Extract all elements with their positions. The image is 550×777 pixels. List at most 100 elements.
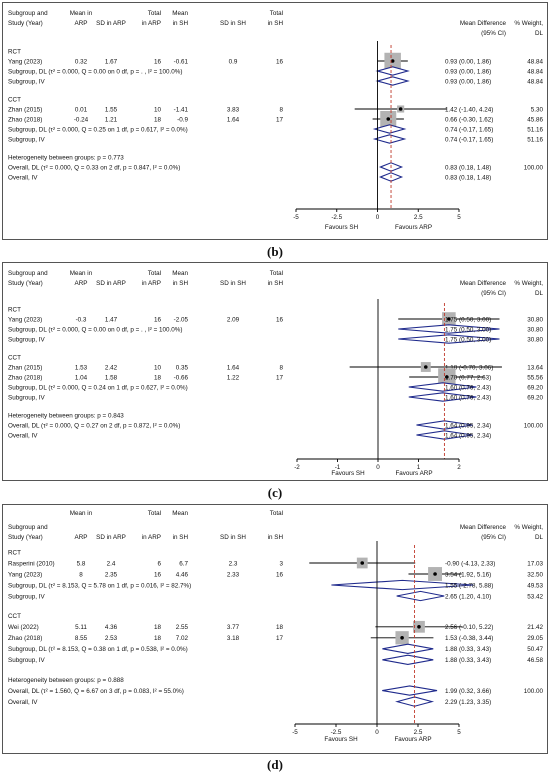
header-cell: SD in SH: [220, 534, 246, 541]
stat-cell: 1.47: [105, 316, 118, 323]
weight-value: 30.80: [527, 336, 543, 343]
study-label: Wei (2022): [8, 624, 39, 631]
subgroup-heading: RCT: [8, 306, 21, 313]
stat-cell: 1.21: [105, 116, 118, 123]
pooled-label: Overall, DL (τ² = 0.000, Q = 0.27 on 2 d…: [8, 422, 180, 429]
header-cell: SD in ARP: [96, 534, 126, 541]
study-label: Zhao (2018): [8, 635, 42, 642]
study-label: Zhan (2015): [8, 364, 42, 371]
header-cell: ARP: [75, 280, 88, 287]
stat-cell: 2.33: [227, 571, 240, 578]
pooled-label: Overall, IV: [8, 432, 38, 439]
stat-cell: 16: [276, 316, 284, 323]
header-cell: Subgroup and: [8, 524, 48, 531]
header-cell: SD in ARP: [96, 280, 126, 287]
header-cell: Study (Year): [8, 280, 43, 287]
stat-cell: 8: [279, 364, 283, 371]
header-cell: (95% CI): [481, 30, 506, 37]
pooled-label: Subgroup, IV: [8, 336, 46, 343]
ci-value: 3.54 (1.92, 5.16): [445, 571, 491, 578]
forest-plot-b: Subgroup and Mean in Total Mean Total Study (…: [8, 10, 544, 231]
x-tick-label: -5: [293, 214, 299, 221]
stat-cell: 1.64: [227, 116, 240, 123]
stat-cell: -0.9: [177, 116, 188, 123]
stat-cell: 0.32: [75, 58, 88, 65]
stat-cell: 10: [154, 364, 162, 371]
stat-cell: 2.09: [227, 316, 240, 323]
x-tick-label: 1: [417, 464, 421, 471]
ci-value: 1.64 (0.95, 2.34): [445, 422, 491, 429]
ci-value: 0.66 (-0.30, 1.62): [445, 116, 493, 123]
pooled-diamond: [382, 643, 434, 654]
panel-caption-b: (b): [267, 244, 283, 259]
ci-value: 0.93 (0.00, 1.86): [445, 68, 491, 75]
header-cell: Mean: [172, 10, 188, 17]
stat-cell: 3.18: [227, 635, 240, 642]
ci-value: 2.29 (1.23, 3.35): [445, 699, 491, 706]
weight-value: 21.42: [527, 624, 543, 631]
favours-left-label: Favours SH: [325, 224, 359, 231]
stat-cell: 3: [279, 560, 283, 567]
header-cell: Subgroup and: [8, 270, 48, 277]
ci-value: 0.83 (0.18, 1.48): [445, 164, 491, 171]
ci-value: 1.60 (0.76, 2.43): [445, 384, 491, 391]
header-cell: Mean Difference: [460, 20, 507, 27]
weight-value: 30.80: [527, 326, 543, 333]
pooled-label: Subgroup, DL (τ² = 0.000, Q = 0.00 on 0 …: [8, 68, 182, 75]
x-tick-label: 2.5: [414, 214, 423, 221]
header-cell: SD in ARP: [96, 20, 126, 27]
stat-cell: 18: [276, 624, 284, 631]
study-label: Zhao (2018): [8, 116, 42, 123]
stat-cell: 16: [154, 316, 162, 323]
header-cell: Total: [148, 270, 161, 277]
ci-value: 0.93 (0.00, 1.86): [445, 58, 491, 65]
header-cell: % Weight,: [514, 280, 543, 287]
header-cell: Total: [270, 510, 283, 517]
weight-value: 49.53: [527, 582, 543, 589]
favours-left-label: Favours SH: [331, 470, 365, 477]
stat-cell: 0.9: [229, 58, 238, 65]
header-cell: in SH: [173, 534, 189, 541]
header-cell: Total: [270, 10, 283, 17]
stat-cell: 2.35: [105, 571, 118, 578]
header-cell: SD in SH: [220, 20, 246, 27]
pooled-label: Subgroup, IV: [8, 78, 46, 85]
weight-value: 69.20: [527, 394, 543, 401]
stat-cell: 8.55: [75, 635, 88, 642]
weight-value: 48.84: [527, 78, 543, 85]
stat-cell: 2.55: [176, 624, 189, 631]
header-cell: ARP: [75, 534, 88, 541]
header-cell: ARP: [75, 20, 88, 27]
study-label: Yang (2023): [8, 58, 42, 65]
stat-cell: 17: [276, 635, 284, 642]
stat-cell: -0.61: [174, 58, 189, 65]
stat-cell: 1.04: [75, 374, 88, 381]
stat-cell: 0.01: [75, 106, 88, 113]
stat-cell: 6: [157, 560, 161, 567]
stat-cell: 7.02: [176, 635, 189, 642]
stat-cell: 17: [276, 116, 284, 123]
ci-value: 0.74 (-0.17, 1.65): [445, 126, 493, 133]
stat-cell: 1.58: [105, 374, 118, 381]
stat-cell: 5.8: [77, 560, 86, 567]
header-cell: in ARP: [142, 534, 161, 541]
ci-value: 1.70 (0.77, 2.63): [445, 374, 491, 381]
weight-value: 69.20: [527, 384, 543, 391]
header-cell: in ARP: [142, 280, 161, 287]
stat-cell: -0.24: [74, 116, 89, 123]
stat-cell: 16: [154, 571, 162, 578]
ci-value: 1.75 (0.50, 3.00): [445, 326, 491, 333]
weight-value: 32.50: [527, 571, 543, 578]
stat-cell: -0.66: [174, 374, 189, 381]
forest-panel-b: Subgroup and Mean in Total Mean Total Study (…: [2, 2, 548, 240]
point-estimate: [400, 636, 404, 640]
point-estimate: [386, 117, 391, 121]
study-label: Zhan (2015): [8, 106, 42, 113]
stat-cell: 16: [276, 58, 284, 65]
study-label: Yang (2023): [8, 316, 42, 323]
weight-value: 5.30: [531, 106, 544, 113]
header-cell: Total: [148, 10, 161, 17]
subgroup-heading: CCT: [8, 613, 21, 620]
x-tick-label: 0: [376, 214, 380, 221]
stat-cell: 2.4: [107, 560, 116, 567]
